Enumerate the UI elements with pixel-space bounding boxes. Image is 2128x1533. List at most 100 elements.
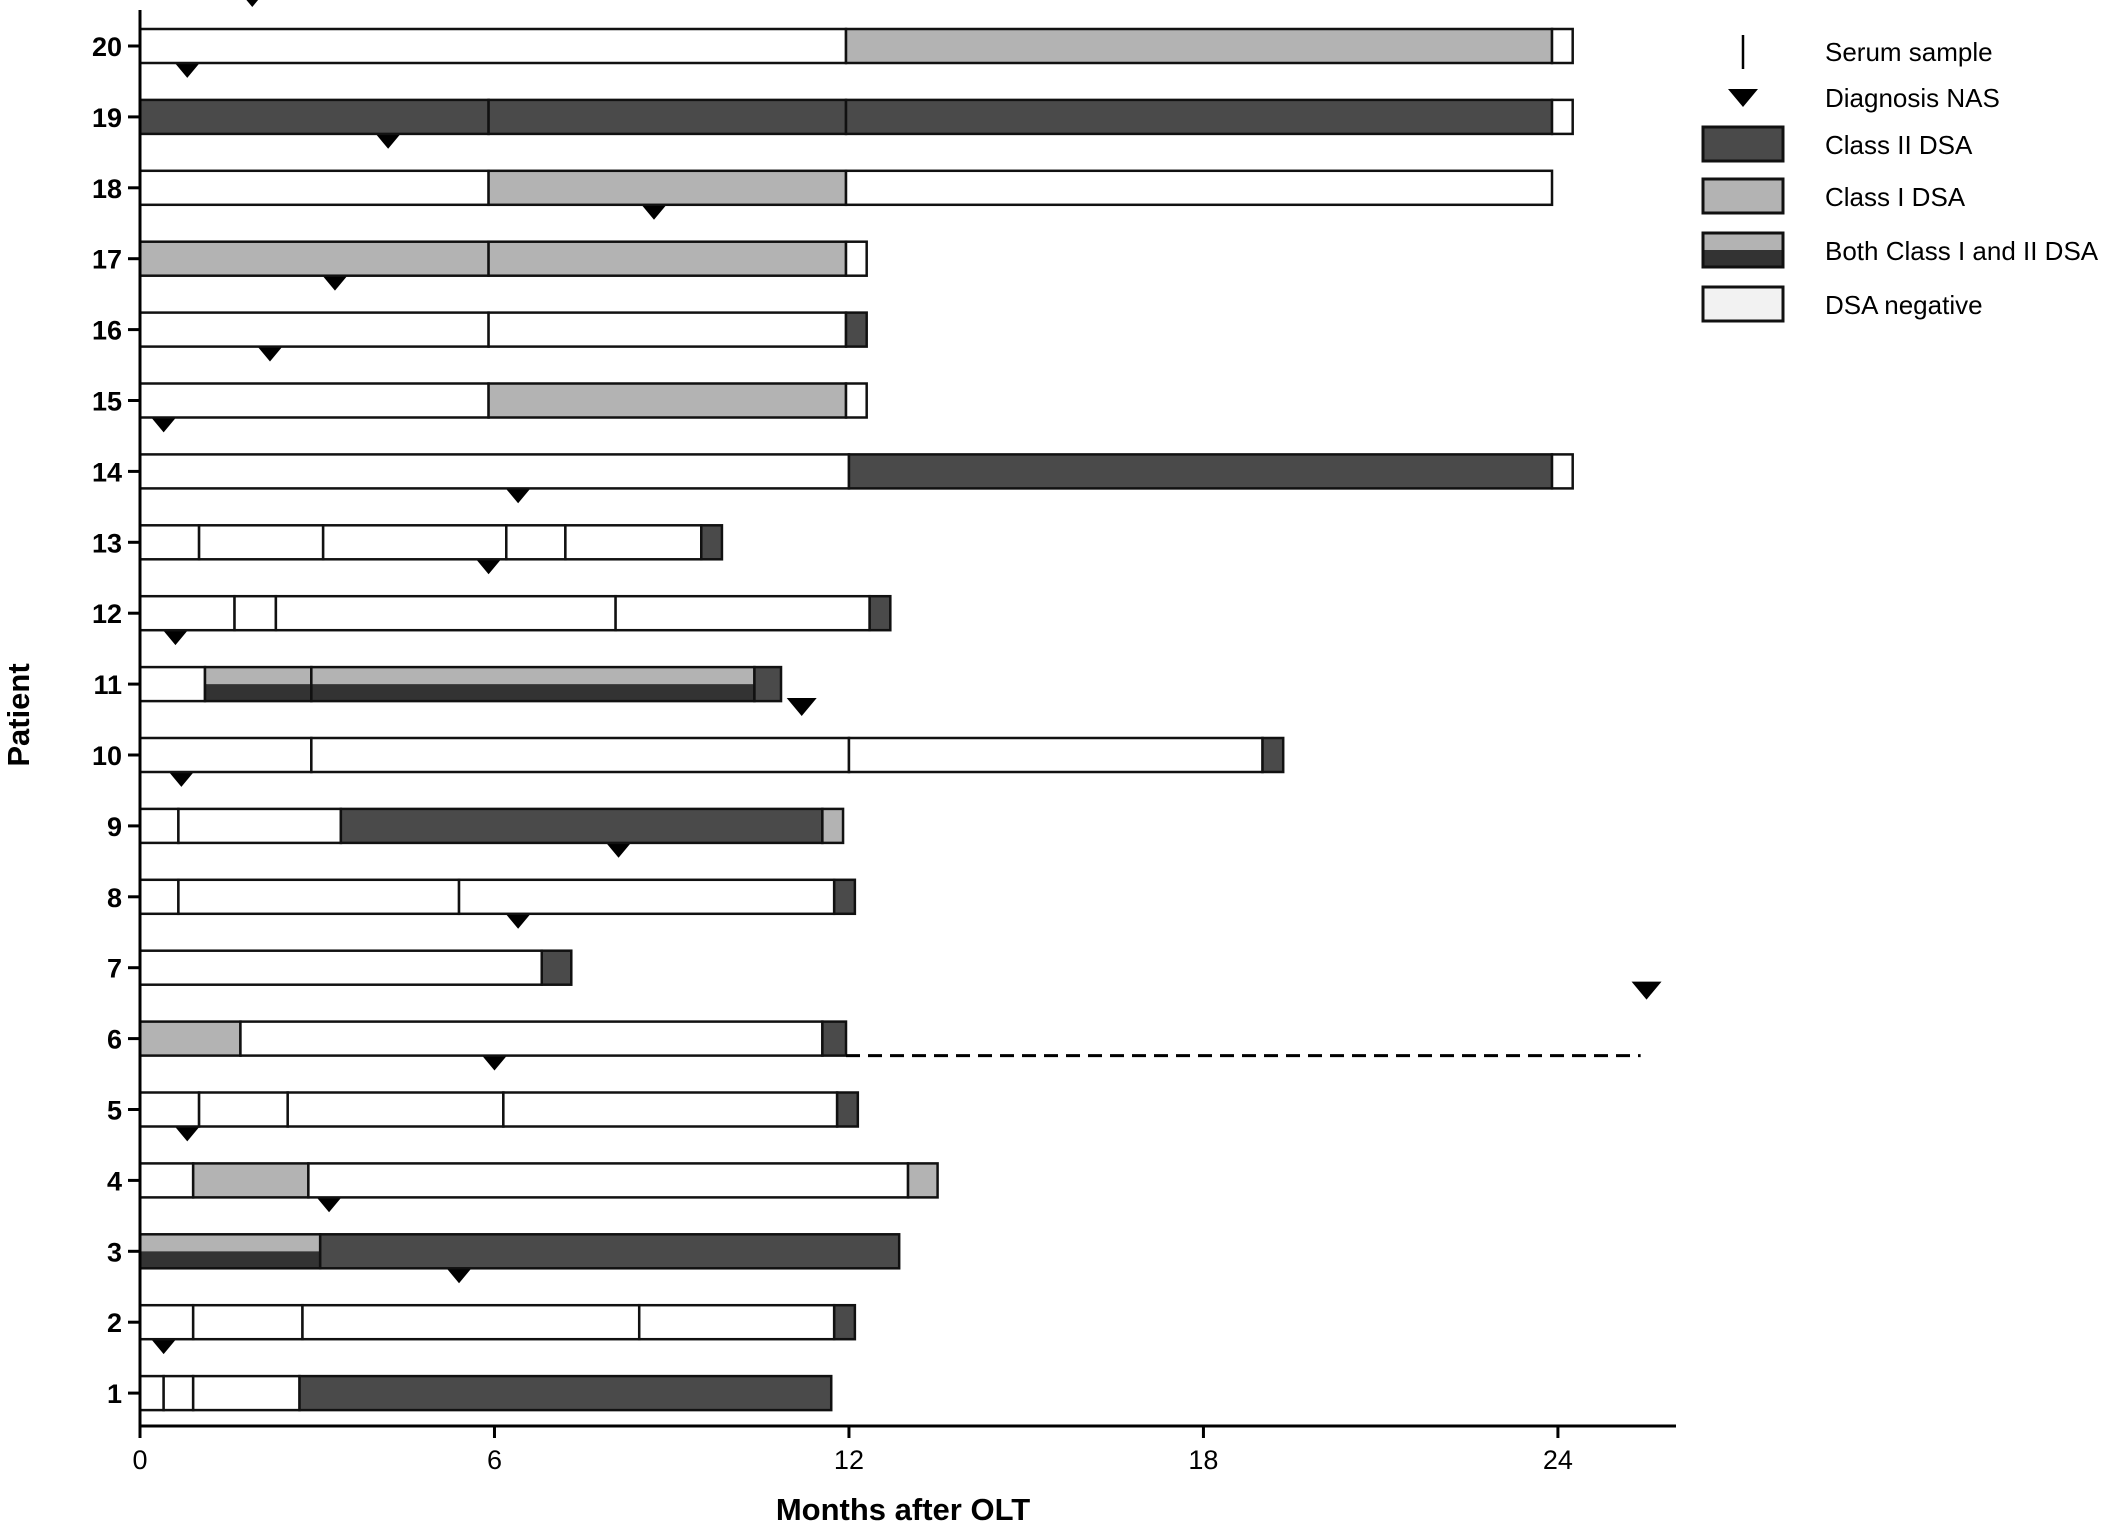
segment-dsa-negative: [307, 1162, 910, 1199]
segment-class-ii: [844, 98, 1554, 136]
segment-dsa-negative: [239, 1020, 824, 1057]
segment-dsa-negative: [457, 878, 836, 916]
y-tick-label: 10: [92, 741, 122, 771]
patient-row-5: 5: [107, 1052, 860, 1128]
segment-class-i: [821, 807, 845, 845]
segment-class-i-half: [204, 667, 312, 685]
segment-class-ii: [847, 453, 1554, 490]
segment-class-i-half: [311, 667, 755, 685]
patient-row-15: 15: [92, 343, 868, 419]
legend-label: Both Class I and II DSA: [1825, 236, 2099, 266]
legend-swatch: [1701, 177, 1785, 215]
legend-item-negative: DSA negative: [1701, 285, 1983, 323]
segment-dsa-negative: [301, 1303, 641, 1341]
diagnosis-nas-marker: [254, 343, 285, 362]
diagnosis-nas-marker: [148, 414, 179, 433]
legend-label: Class II DSA: [1825, 130, 1973, 160]
segment-class-i: [487, 240, 848, 277]
segment-dsa-negative: [321, 524, 508, 561]
segment-dsa-negative: [138, 453, 851, 490]
swatch-class-ii-half: [1703, 250, 1783, 267]
segment-dsa-negative: [844, 169, 1554, 207]
patient-row-10: 10: [92, 698, 1285, 774]
diagnosis-nas-marker: [319, 272, 350, 291]
y-tick-label: 3: [107, 1237, 122, 1267]
x-tick-label: 18: [1188, 1445, 1218, 1475]
legend-item-class-i: Class I DSA: [1701, 177, 1966, 215]
x-tick-label: 12: [834, 1445, 864, 1475]
segment-dsa-negative: [502, 1091, 839, 1128]
patient-row-1: 1: [107, 1336, 833, 1412]
segment-dsa-negative: [177, 878, 461, 916]
legend: Serum sample Diagnosis NAS Class II DSA Cla…: [1701, 35, 2099, 323]
segment-class-ii: [832, 878, 857, 916]
x-tick-label: 24: [1543, 1445, 1573, 1475]
diagnosis-nas-marker: [166, 768, 197, 787]
y-tick-label: 4: [107, 1166, 122, 1196]
y-tick-label: 15: [92, 387, 122, 417]
diagnosis-nas-marker: [1631, 981, 1662, 1000]
segment-dsa-negative: [138, 594, 236, 632]
segment-dsa-negative: [233, 594, 278, 632]
y-tick-label: 2: [107, 1308, 122, 1338]
diagnosis-nas-marker: [314, 1194, 345, 1213]
segment-dsa-negative: [844, 240, 868, 277]
y-axis-title: Patient: [1, 663, 36, 766]
segment-dsa-negative: [614, 594, 871, 632]
segment-class-ii: [339, 807, 824, 845]
legend-swatch: [1701, 285, 1785, 323]
segment-dsa-negative: [138, 665, 207, 703]
segment-class-i-half: [140, 1234, 321, 1252]
patient-row-16: 16: [92, 272, 868, 348]
segment-class-i: [906, 1162, 939, 1199]
segment-class-ii: [318, 1233, 901, 1270]
segment-class-ii: [753, 665, 783, 703]
y-tick-label: 5: [107, 1096, 122, 1126]
legend-item-sample: Serum sample: [1741, 35, 1993, 69]
diagnosis-marker-icon: [1728, 89, 1758, 107]
axes: Months after OLT Patient 0 6 12 18 24: [1, 10, 1676, 1527]
x-axis-title: Months after OLT: [776, 1492, 1030, 1527]
segment-dsa-negative: [487, 311, 848, 348]
segment-class-ii: [700, 524, 724, 561]
diagnosis-nas-marker: [786, 698, 817, 716]
diagnosis-nas-marker: [638, 201, 669, 220]
diagnosis-nas-marker: [479, 1052, 510, 1071]
y-tick-label: 11: [93, 670, 122, 700]
diagnosis-nas-marker: [172, 1123, 203, 1142]
patient-row-6: 6: [107, 981, 1662, 1058]
segment-class-ii: [138, 98, 490, 136]
patient-row-12: 12: [92, 556, 892, 632]
patient-row-20: 20: [92, 0, 1574, 65]
x-tick-label: 6: [487, 1445, 502, 1475]
segment-dsa-negative: [1550, 27, 1574, 65]
y-tick-label: 14: [92, 457, 122, 487]
segment-class-i: [191, 1162, 310, 1199]
segment-class-ii: [487, 98, 848, 136]
segment-dsa-negative: [1550, 453, 1574, 490]
patient-row-4: 4: [107, 1123, 939, 1199]
segment-dsa-negative: [138, 524, 201, 561]
segment-dsa-negative: [197, 524, 325, 561]
segment-class-ii: [832, 1303, 857, 1341]
diagnosis-nas-marker: [160, 627, 191, 646]
y-tick-label: 13: [92, 528, 122, 558]
segment-dsa-negative: [1550, 98, 1574, 136]
segment-dsa-negative: [138, 1162, 195, 1199]
segment-dsa-negative: [847, 736, 1264, 774]
diagnosis-nas-marker: [473, 556, 504, 575]
segment-class-ii: [844, 311, 868, 348]
segment-dsa-negative: [844, 382, 868, 419]
legend-item-both: Both Class I and II DSA: [1701, 231, 2099, 269]
diagnosis-nas-marker: [246, 0, 259, 7]
segment-class-ii: [868, 594, 892, 632]
segment-class-i: [138, 240, 490, 277]
y-tick-label: 8: [107, 883, 122, 913]
segment-dsa-negative: [637, 1303, 836, 1341]
segment-dsa-negative: [286, 1091, 505, 1128]
patient-row-11: 11: [93, 627, 783, 703]
segment-dsa-negative: [138, 878, 180, 916]
patient-row-3: 3: [107, 1194, 901, 1270]
